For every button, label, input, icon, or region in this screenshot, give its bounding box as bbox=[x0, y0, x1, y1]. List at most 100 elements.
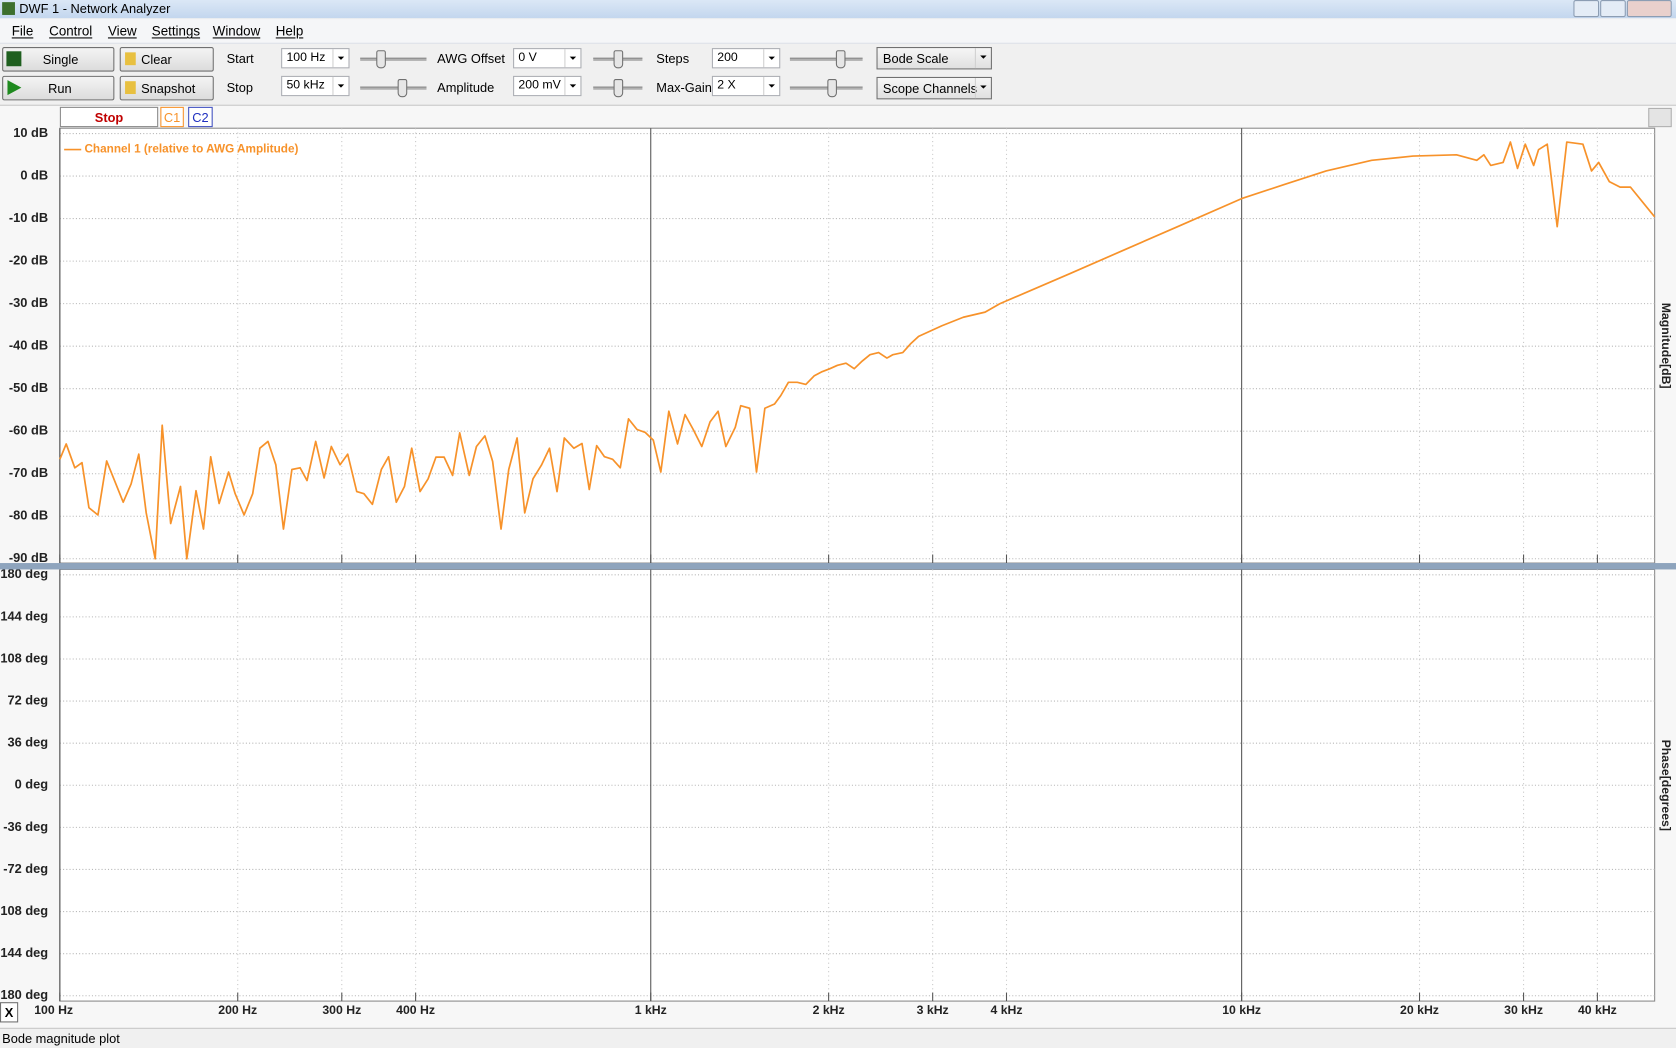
channels-select[interactable]: Scope Channels bbox=[876, 76, 992, 100]
dropdown-arrow[interactable] bbox=[332, 49, 348, 68]
scale-select[interactable]: Bode Scale bbox=[876, 47, 992, 70]
x-tick-label: 3 kHz bbox=[917, 1003, 949, 1017]
stop-field[interactable]: 50 kHz bbox=[281, 75, 350, 97]
menu-bar: File Control View Settings Window Help bbox=[0, 19, 1676, 44]
channel-2-toggle[interactable]: C2 bbox=[188, 106, 213, 128]
y-tick-label: -20 dB bbox=[9, 253, 48, 268]
clear-label: Clear bbox=[141, 52, 172, 68]
steps-field[interactable]: 200 bbox=[711, 48, 781, 69]
dropdown-arrow[interactable] bbox=[564, 76, 580, 96]
x-tick-label: 2 kHz bbox=[813, 1003, 845, 1017]
run-button[interactable]: Run bbox=[2, 75, 115, 101]
menu-item[interactable]: Help bbox=[275, 23, 304, 39]
y-tick-label: 0 dB bbox=[20, 167, 48, 182]
title-bar: DWF 1 - Network Analyzer bbox=[0, 0, 1676, 19]
y-tick-label: -180 deg bbox=[0, 987, 48, 1002]
maximize-button[interactable] bbox=[1600, 0, 1626, 18]
y-tick-label: 72 deg bbox=[7, 692, 48, 707]
y-tick-label: -30 dB bbox=[9, 295, 48, 310]
y-tick-label: -80 dB bbox=[9, 508, 48, 523]
y-axis-label: Magnitude[dB] bbox=[1659, 303, 1673, 389]
awg-offset-value: 0 V bbox=[518, 51, 537, 65]
steps-slider[interactable] bbox=[789, 48, 863, 69]
y-tick-label: -60 dB bbox=[9, 423, 48, 438]
window-title: DWF 1 - Network Analyzer bbox=[19, 1, 171, 17]
close-window-button[interactable] bbox=[1626, 0, 1672, 18]
amplitude-value: 200 mV bbox=[518, 79, 561, 92]
awg-offset-label: AWG Offset bbox=[437, 51, 505, 67]
data-line bbox=[59, 141, 1656, 560]
menu-item[interactable]: Settings bbox=[151, 23, 201, 39]
run-label: Run bbox=[48, 81, 72, 97]
snapshot-label: Snapshot bbox=[141, 81, 196, 97]
y-tick-label: -90 dB bbox=[9, 550, 48, 565]
start-label: Start bbox=[226, 51, 254, 67]
stop-button[interactable]: Stop bbox=[59, 106, 159, 128]
dropdown-arrow[interactable] bbox=[763, 76, 779, 96]
dropdown-arrow[interactable] bbox=[974, 77, 991, 99]
single-label: Single bbox=[42, 52, 79, 68]
max-gain-value: 2 X bbox=[717, 79, 736, 92]
amplitude-label: Amplitude bbox=[437, 80, 495, 96]
start-value: 100 Hz bbox=[286, 51, 326, 65]
awg-offset-slider[interactable] bbox=[593, 48, 643, 69]
channel-1-toggle[interactable]: C1 bbox=[160, 106, 184, 128]
dropdown-arrow[interactable] bbox=[332, 76, 348, 96]
start-field[interactable]: 100 Hz bbox=[281, 48, 350, 69]
y-tick-label: -108 deg bbox=[0, 903, 48, 918]
single-button[interactable]: Single bbox=[2, 47, 115, 72]
awg-offset-field[interactable]: 0 V bbox=[513, 48, 582, 69]
amplitude-field[interactable]: 200 mV bbox=[513, 75, 582, 97]
scale-select-label: Bode Scale bbox=[882, 51, 949, 67]
y-tick-label: 0 deg bbox=[15, 777, 48, 792]
dropdown-arrow[interactable] bbox=[564, 49, 580, 68]
menu-item[interactable]: Window bbox=[212, 23, 261, 39]
close-panel-button[interactable]: X bbox=[0, 1002, 19, 1023]
x-tick-label: 300 Hz bbox=[322, 1003, 361, 1017]
single-icon bbox=[6, 51, 22, 67]
toolbar: Single Run Clear Snapshot Start 100 Hz S… bbox=[0, 43, 1676, 106]
y-tick-label: 36 deg bbox=[7, 735, 48, 750]
clear-icon bbox=[125, 52, 136, 66]
panel-divider bbox=[0, 563, 1676, 570]
x-tick-label: 40 kHz bbox=[1578, 1003, 1617, 1017]
run-icon bbox=[7, 80, 22, 96]
stop-slider[interactable] bbox=[360, 77, 427, 98]
y-tick-label: 108 deg bbox=[0, 650, 48, 665]
minimize-button[interactable] bbox=[1573, 0, 1600, 18]
amplitude-slider[interactable] bbox=[593, 77, 643, 98]
y-tick-label: 144 deg bbox=[0, 608, 48, 623]
snapshot-icon bbox=[125, 81, 136, 95]
y-tick-label: -70 dB bbox=[9, 465, 48, 480]
status-text: Bode magnitude plot bbox=[2, 1031, 120, 1046]
max-gain-slider[interactable] bbox=[789, 77, 863, 98]
x-tick-label: 10 kHz bbox=[1222, 1003, 1261, 1017]
x-tick-label: 400 Hz bbox=[396, 1003, 435, 1017]
app-icon bbox=[2, 2, 15, 15]
x-tick-label: 20 kHz bbox=[1400, 1003, 1439, 1017]
menu-item[interactable]: View bbox=[107, 23, 137, 39]
dropdown-arrow[interactable] bbox=[763, 49, 779, 68]
x-tick-label: 100 Hz bbox=[34, 1003, 73, 1017]
y-tick-label: 180 deg bbox=[0, 566, 48, 581]
snapshot-button[interactable]: Snapshot bbox=[119, 75, 214, 101]
x-tick-label: 200 Hz bbox=[218, 1003, 257, 1017]
y-tick-label: 10 dB bbox=[13, 125, 48, 140]
start-slider[interactable] bbox=[360, 48, 427, 69]
status-bar: Bode magnitude plot bbox=[0, 1027, 1676, 1048]
stop-label: Stop bbox=[226, 80, 253, 96]
options-button[interactable] bbox=[1648, 107, 1672, 128]
y-tick-label: -144 deg bbox=[0, 945, 48, 960]
channels-select-label: Scope Channels bbox=[882, 81, 978, 97]
dropdown-arrow[interactable] bbox=[974, 48, 991, 69]
menu-item[interactable]: Control bbox=[49, 23, 93, 39]
legend-label: Channel 1 (relative to AWG Amplitude) bbox=[84, 143, 298, 156]
stop-value: 50 kHz bbox=[286, 79, 325, 92]
menu-item[interactable]: File bbox=[11, 23, 34, 39]
clear-button[interactable]: Clear bbox=[119, 47, 214, 72]
max-gain-field[interactable]: 2 X bbox=[711, 75, 781, 97]
x-tick-label: 4 kHz bbox=[990, 1003, 1022, 1017]
plot-area bbox=[59, 568, 1656, 1002]
